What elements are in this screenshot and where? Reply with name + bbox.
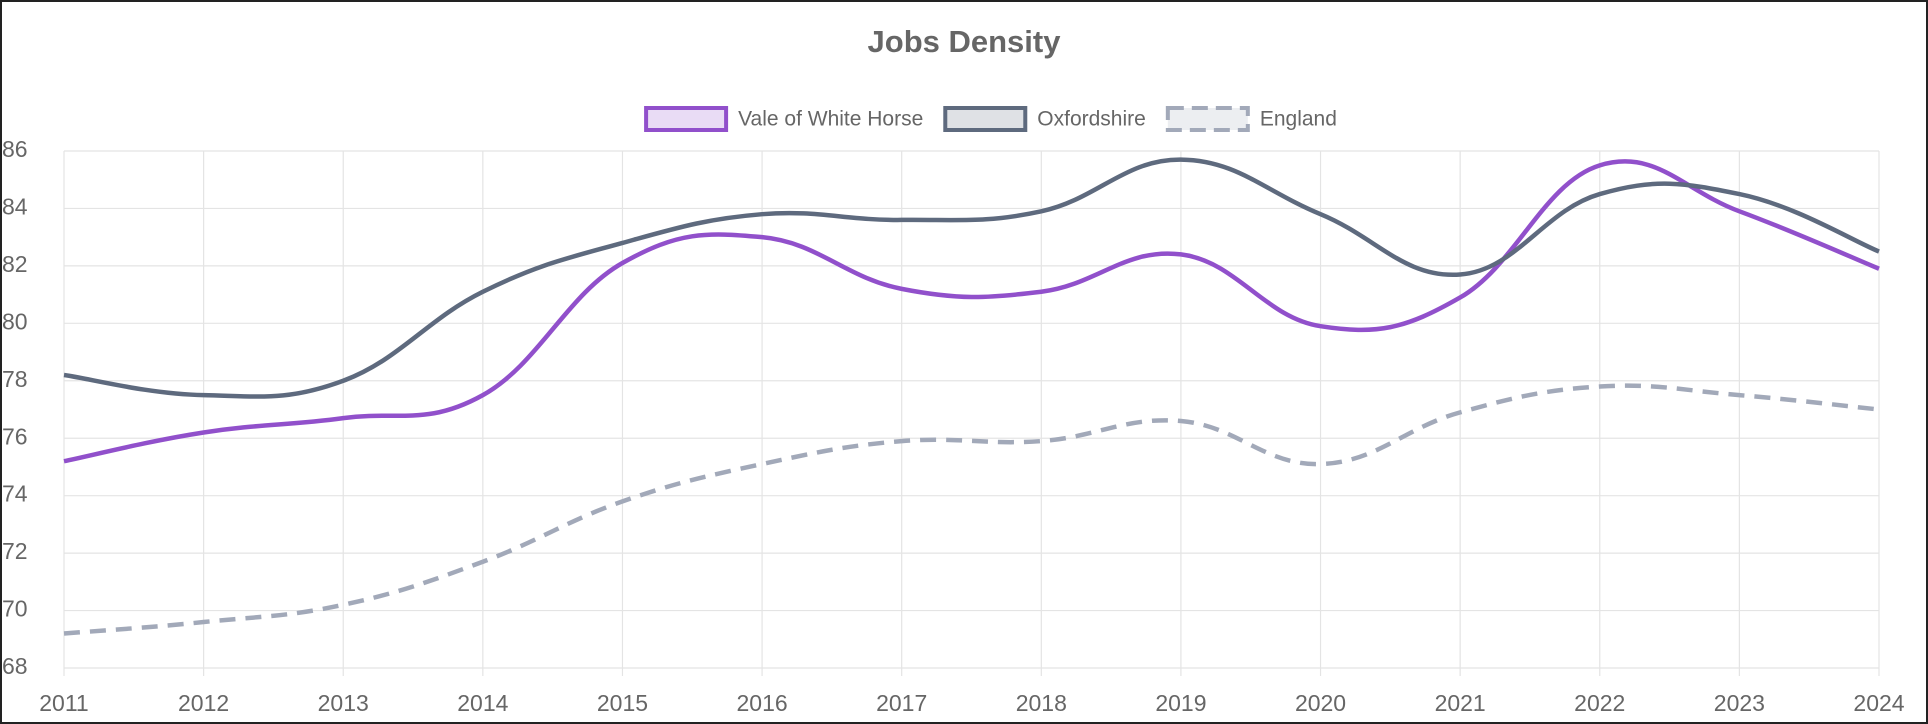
x-tick-label: 2020 (1295, 690, 1346, 716)
y-tick-label: 70 (2, 596, 28, 622)
x-tick-label: 2024 (1853, 690, 1904, 716)
series-line (63, 157, 1880, 399)
chart-title: Jobs Density (868, 24, 1062, 59)
x-tick-label: 2014 (457, 690, 508, 716)
legend-label: Vale of White Horse (738, 108, 923, 131)
y-tick-label: 86 (2, 136, 28, 162)
x-tick-label: 2016 (736, 690, 787, 716)
x-tick-label: 2015 (597, 690, 648, 716)
x-tick-label: 2019 (1155, 690, 1206, 716)
y-tick-label: 78 (2, 366, 28, 392)
x-tick-label: 2012 (178, 690, 229, 716)
x-tick-label: 2023 (1714, 690, 1765, 716)
x-tick-label: 2013 (318, 690, 369, 716)
legend-swatch (1165, 106, 1250, 132)
y-tick-label: 72 (2, 538, 28, 564)
legend-swatch (644, 106, 729, 132)
y-tick-label: 76 (2, 423, 28, 449)
x-tick-label: 2021 (1435, 690, 1486, 716)
y-tick-label: 84 (2, 194, 28, 220)
legend-label: Oxfordshire (1037, 108, 1146, 131)
series-line (63, 159, 1880, 464)
legend-label: England (1260, 108, 1337, 131)
y-tick-label: 80 (2, 308, 28, 334)
x-tick-label: 2018 (1016, 690, 1067, 716)
x-tick-label: 2017 (876, 690, 927, 716)
x-tick-label: 2022 (1574, 690, 1625, 716)
y-tick-label: 74 (2, 481, 28, 507)
y-tick-label: 82 (2, 251, 28, 277)
x-tick-label: 2011 (39, 690, 88, 716)
y-tick-label: 68 (2, 653, 28, 679)
legend-swatch (943, 106, 1028, 132)
